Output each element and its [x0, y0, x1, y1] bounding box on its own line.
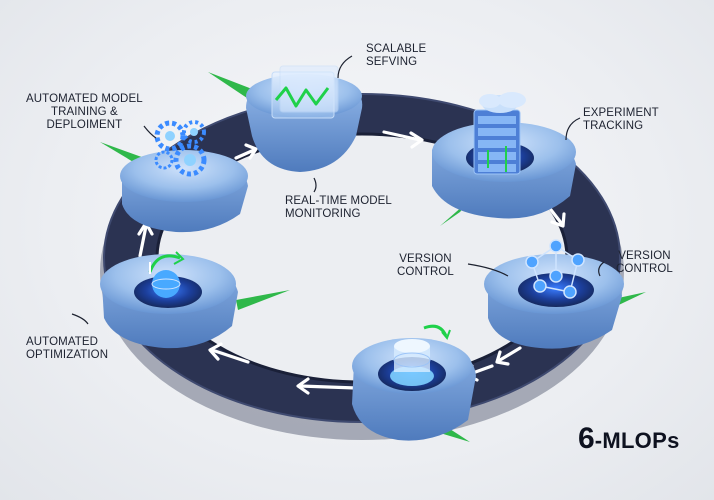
label-training-deployment: AUTOMATED MODEL TRAINING & DEPLOIMENT — [26, 93, 143, 131]
module-training-deployment — [120, 120, 248, 233]
sphere-cycle-icon — [148, 251, 185, 298]
module-automated-optimization — [100, 251, 238, 349]
gears-icon — [154, 120, 207, 177]
molecule-icon — [525, 239, 585, 299]
label-experiment-tracking: EXPERIMENT TRACKING — [583, 107, 659, 132]
module-scalable-serving — [246, 65, 363, 172]
waveform-icon — [271, 65, 339, 119]
label-scalable-serving: SCALABLE SEFVING — [366, 43, 427, 68]
label-version-control-left: VERSION CONTROL — [397, 253, 454, 278]
label-real-time-monitoring: REAL-TIME MODEL MONITORING — [285, 195, 392, 220]
label-automated-optimization: AUTOMATED OPTIMIZATION — [26, 336, 109, 361]
diagram-title: 6-MLOPs — [578, 422, 680, 456]
flow-arrow — [382, 130, 424, 149]
label-version-control-right: VERSION CONTROL — [616, 250, 673, 275]
module-version-control-right — [484, 239, 624, 349]
flow-arrow — [208, 342, 250, 364]
title-text: -MLOPs — [594, 428, 680, 453]
module-bottom-database — [352, 324, 476, 441]
flow-arrow — [234, 143, 258, 160]
title-number: 6 — [578, 422, 595, 455]
module-experiment-tracking — [432, 92, 576, 219]
server-cloud-icon — [473, 92, 526, 175]
flow-arrow — [296, 377, 358, 395]
database-icon — [390, 324, 451, 386]
flow-arrow — [495, 346, 522, 366]
leader-lines — [71, 55, 605, 325]
